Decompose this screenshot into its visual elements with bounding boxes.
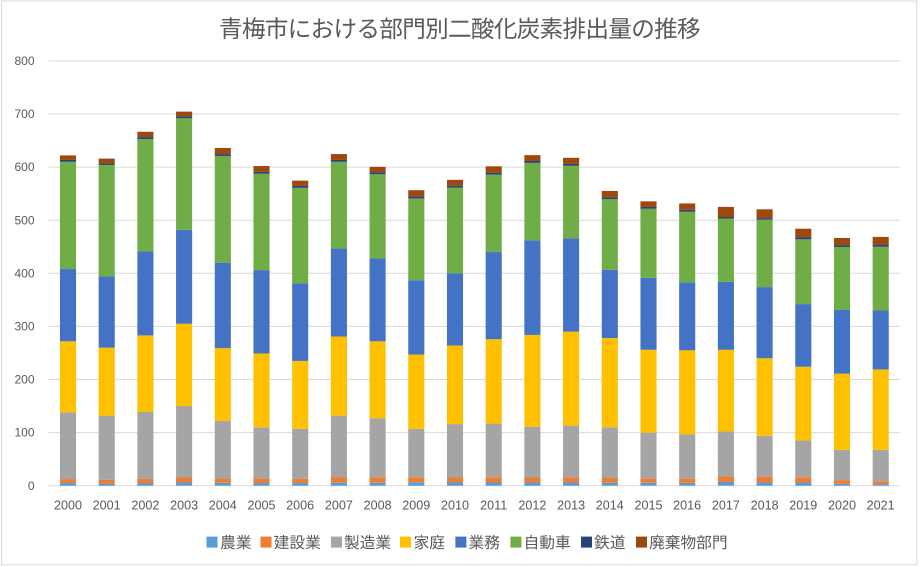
- svg-text:2018: 2018: [751, 498, 779, 512]
- svg-text:600: 600: [14, 160, 34, 174]
- svg-text:2015: 2015: [634, 498, 662, 512]
- svg-text:300: 300: [14, 320, 34, 334]
- svg-text:2012: 2012: [518, 498, 546, 512]
- svg-text:2021: 2021: [867, 498, 895, 512]
- svg-text:200: 200: [14, 373, 34, 387]
- svg-text:800: 800: [14, 54, 34, 68]
- svg-text:2017: 2017: [712, 498, 740, 512]
- svg-text:400: 400: [14, 266, 34, 280]
- svg-text:700: 700: [14, 107, 34, 121]
- svg-text:2003: 2003: [170, 498, 198, 512]
- svg-text:500: 500: [14, 213, 34, 227]
- svg-text:2009: 2009: [402, 498, 430, 512]
- svg-text:100: 100: [14, 426, 34, 440]
- svg-text:2005: 2005: [247, 498, 275, 512]
- svg-text:2014: 2014: [596, 498, 624, 512]
- svg-text:2019: 2019: [789, 498, 817, 512]
- svg-text:2008: 2008: [364, 498, 392, 512]
- svg-text:2013: 2013: [557, 498, 585, 512]
- svg-text:2020: 2020: [828, 498, 856, 512]
- svg-text:2016: 2016: [673, 498, 701, 512]
- svg-text:2001: 2001: [93, 498, 121, 512]
- svg-text:2004: 2004: [209, 498, 237, 512]
- svg-text:2007: 2007: [325, 498, 353, 512]
- svg-text:2002: 2002: [131, 498, 159, 512]
- svg-text:2006: 2006: [286, 498, 314, 512]
- svg-text:2000: 2000: [54, 498, 82, 512]
- svg-text:2011: 2011: [480, 498, 507, 512]
- svg-text:2010: 2010: [441, 498, 469, 512]
- svg-text:0: 0: [28, 479, 35, 493]
